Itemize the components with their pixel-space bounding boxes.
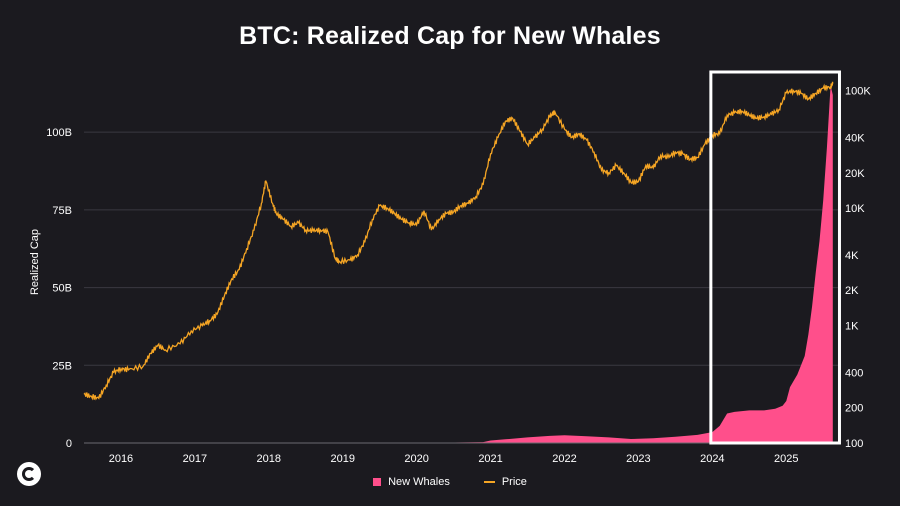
- legend: New Whales Price: [0, 476, 900, 488]
- x-tick-label: 2018: [257, 453, 281, 465]
- y-tick-label: 75B: [52, 205, 72, 217]
- x-axis-ticks: 2016 2017 2018 2019 2020 2021 2022 2023 2024 2025: [109, 453, 799, 465]
- legend-item-new-whales[interactable]: New Whales: [373, 476, 450, 488]
- x-tick-label: 2017: [183, 453, 207, 465]
- x-tick-label: 2025: [774, 453, 798, 465]
- legend-label-price: Price: [501, 476, 527, 488]
- highlight-box: [709, 70, 841, 445]
- y-axis-label: Realized Cap: [29, 229, 41, 295]
- y2-tick-label: 100: [845, 438, 863, 450]
- y-tick-label: 0: [66, 438, 72, 450]
- y2-tick-label: 4K: [845, 250, 859, 262]
- x-tick-label: 2022: [552, 453, 576, 465]
- x-tick-label: 2024: [700, 453, 724, 465]
- y2-tick-label: 1K: [845, 321, 859, 333]
- grid-lines: [84, 131, 838, 366]
- y2-tick-label: 20K: [845, 168, 865, 180]
- new-whales-area: [84, 85, 833, 443]
- x-tick-label: 2019: [330, 453, 354, 465]
- x-tick-label: 2021: [478, 453, 502, 465]
- x-tick-label: 2016: [109, 453, 133, 465]
- y2-tick-label: 2K: [845, 285, 859, 297]
- left-axis-ticks: 0 25B 50B 75B 100B: [46, 127, 72, 450]
- legend-item-price[interactable]: Price: [483, 476, 527, 488]
- chart-title: BTC: Realized Cap for New Whales: [239, 22, 661, 50]
- legend-swatch-new-whales: [373, 478, 382, 486]
- y2-tick-label: 200: [845, 403, 863, 415]
- price-line: [83, 81, 834, 401]
- y2-tick-label: 40K: [845, 132, 865, 144]
- y2-tick-label: 400: [845, 367, 863, 379]
- x-tick-label: 2020: [404, 453, 428, 465]
- y-tick-label: 25B: [52, 360, 72, 372]
- y-tick-label: 100B: [46, 127, 72, 139]
- y2-tick-label: 100K: [845, 86, 871, 98]
- x-tick-label: 2023: [626, 453, 650, 465]
- right-axis-ticks: 100 200 400 1K 2K 4K 10K 20K 40K 100K: [845, 86, 871, 450]
- brand-logo-icon: [17, 462, 41, 486]
- y-tick-label: 50B: [52, 283, 72, 295]
- legend-swatch-price: [483, 481, 495, 483]
- y2-tick-label: 10K: [845, 203, 865, 215]
- legend-label-new-whales: New Whales: [388, 476, 450, 488]
